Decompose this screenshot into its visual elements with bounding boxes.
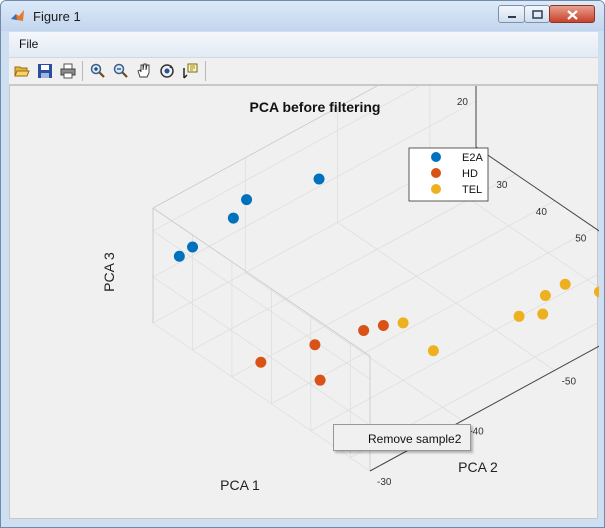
figure-canvas[interactable]: PCA before filtering 203040506070-30-40-… xyxy=(9,85,599,520)
data-point-e2a xyxy=(241,194,253,206)
menu-bar: File xyxy=(9,32,598,58)
grid-line xyxy=(152,276,371,426)
grid-line xyxy=(337,222,555,371)
maximize-icon xyxy=(532,10,543,19)
minimize-button[interactable] xyxy=(498,5,525,23)
toolbar-separator xyxy=(82,61,83,81)
minimize-icon xyxy=(508,16,516,18)
legend-label: TEL xyxy=(462,184,482,196)
x-tick-label: 50 xyxy=(575,234,587,245)
grid-line xyxy=(310,273,599,431)
z-axis-label: PCA 3 xyxy=(101,252,117,292)
remove-sample-menu-item[interactable]: Remove sample2 xyxy=(368,432,462,446)
zoom-in-button[interactable] xyxy=(88,61,108,81)
context-menu: Remove sample2 xyxy=(333,424,471,451)
x-tick-label: 40 xyxy=(536,207,548,218)
y-tick-label: -50 xyxy=(562,376,577,387)
zoom-out-icon xyxy=(113,63,128,78)
zoom-in-icon xyxy=(90,63,105,78)
z-tick-label: 20 xyxy=(457,97,469,108)
print-icon xyxy=(60,63,76,79)
y-tick-label: -30 xyxy=(377,477,392,488)
data-point-hd xyxy=(358,324,370,336)
grid-line xyxy=(271,227,595,405)
data-point-e2a xyxy=(227,212,239,224)
data-point-tel xyxy=(427,345,439,357)
legend[interactable]: E2A HD TEL xyxy=(408,147,489,202)
legend-label: E2A xyxy=(462,152,483,164)
data-point-e2a xyxy=(173,250,185,262)
close-button[interactable] xyxy=(549,5,595,23)
data-point-tel xyxy=(397,317,409,329)
data-point-tel xyxy=(559,278,571,290)
grid-line xyxy=(152,86,420,232)
data-point-tel xyxy=(593,286,599,298)
print-button[interactable] xyxy=(58,61,78,81)
chart-title: PCA before filtering xyxy=(250,99,381,115)
save-icon xyxy=(38,64,52,78)
grid-line xyxy=(192,173,516,351)
x-tick-label: 30 xyxy=(496,180,508,191)
grid-line xyxy=(475,146,599,232)
y-tick-label: -40 xyxy=(469,427,484,438)
data-point-e2a xyxy=(313,173,325,185)
legend-label: HD xyxy=(462,168,478,180)
axes-grid xyxy=(152,86,599,472)
data-point-tel xyxy=(537,308,549,320)
x-axis-label: PCA 1 xyxy=(220,477,260,493)
data-point-e2a xyxy=(187,241,199,253)
data-point-tel xyxy=(539,290,551,302)
legend-marker xyxy=(431,184,441,194)
close-icon xyxy=(567,10,578,20)
grid-line xyxy=(152,100,477,278)
open-button[interactable] xyxy=(12,61,32,81)
rotate-icon xyxy=(160,64,174,78)
y-axis-label: PCA 2 xyxy=(458,459,498,475)
pan-button[interactable] xyxy=(134,61,154,81)
window-title: Figure 1 xyxy=(33,9,81,24)
zoom-out-button[interactable] xyxy=(111,61,131,81)
grid-line xyxy=(152,86,378,209)
scatter3-plot[interactable]: PCA before filtering 203040506070-30-40-… xyxy=(10,86,599,520)
rotate-button[interactable] xyxy=(157,61,177,81)
save-button[interactable] xyxy=(35,61,55,81)
data-point-tel xyxy=(513,310,525,322)
grid-line xyxy=(152,230,371,380)
title-bar[interactable]: Figure 1 xyxy=(1,1,604,31)
pan-icon xyxy=(137,63,150,78)
menu-file[interactable]: File xyxy=(19,37,39,51)
legend-marker xyxy=(431,152,441,162)
data-point-hd xyxy=(314,374,326,386)
figure-toolbar xyxy=(9,58,598,85)
data-points xyxy=(173,173,599,386)
data-point-hd xyxy=(377,319,389,331)
matlab-icon xyxy=(11,10,24,21)
legend-box xyxy=(408,147,489,202)
data-point-hd xyxy=(309,339,321,351)
maximize-button[interactable] xyxy=(524,5,550,23)
data-point-hd xyxy=(255,356,267,368)
data-cursor-icon xyxy=(183,63,198,79)
grid-line xyxy=(152,207,371,357)
data-cursor-button[interactable] xyxy=(180,61,200,81)
grid-line xyxy=(245,272,463,422)
open-icon xyxy=(14,66,30,77)
legend-marker xyxy=(431,168,441,178)
grid-line xyxy=(231,200,556,378)
toolbar-separator xyxy=(205,61,206,81)
